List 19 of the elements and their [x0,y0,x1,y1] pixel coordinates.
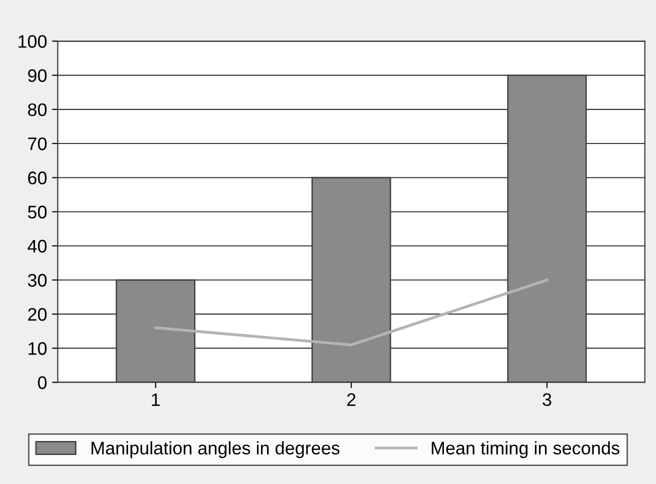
legend-label: Manipulation angles in degrees [92,441,340,458]
x-tick-label: 3 [542,393,552,406]
y-tick-label: 60 [28,172,47,184]
legend-label: Mean timing in seconds [432,441,620,458]
bar [311,176,392,382]
y-tick-label: 90 [28,69,47,82]
y-tick-label: 40 [28,240,47,253]
x-tick-label: 1 [152,393,160,406]
bar [116,279,196,382]
y-tick-label: 50 [28,206,47,218]
y-tick-label: 70 [28,137,47,150]
x-tick-label: 2 [347,393,356,406]
bar [507,74,587,382]
y-tick-label: 20 [28,308,47,321]
y-tick-label: 0 [38,376,47,390]
y-tick-label: 100 [18,35,47,48]
y-tick-label: 30 [28,274,47,287]
y-tick-label: 10 [28,342,47,355]
y-tick-label: 80 [28,103,47,116]
